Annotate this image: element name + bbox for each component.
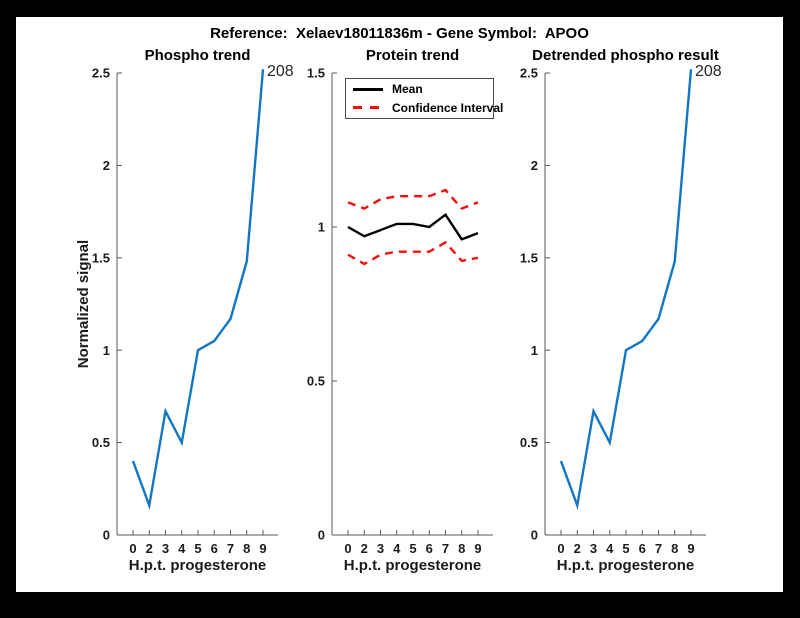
point-annotation: 208: [267, 63, 294, 80]
x-tick-label: 7: [655, 541, 662, 556]
x-tick-label: 7: [442, 541, 449, 556]
y-tick-label: 0.5: [520, 435, 538, 450]
legend-entry: Confidence Interval: [346, 100, 503, 116]
y-tick-label: 2.5: [92, 66, 110, 81]
series-line-detrended-phospho-signal: [559, 69, 693, 511]
legend-entry-label: Mean: [392, 82, 423, 97]
x-tick-label: 9: [474, 541, 481, 556]
y-tick-label: 0: [318, 528, 325, 543]
series-line-confidence-interval: [347, 240, 479, 266]
legend-entry: Mean: [346, 81, 493, 97]
y-tick-label: 2: [531, 158, 538, 173]
point-annotation: 208: [695, 63, 722, 80]
x-tick-label: 0: [557, 541, 564, 556]
x-tick-label: 5: [622, 541, 629, 556]
plot-title-detrended-phospho: Detrended phospho result: [532, 47, 719, 64]
x-tick-label: 5: [409, 541, 416, 556]
x-tick-label: 3: [590, 541, 597, 556]
y-tick-label: 2.5: [520, 66, 538, 81]
figure-canvas: Reference: Xelaev18011836m - Gene Symbol…: [16, 17, 783, 592]
x-tick-label: 6: [211, 541, 218, 556]
y-tick-label: 0.5: [307, 374, 325, 389]
x-tick-label: 3: [162, 541, 169, 556]
axes-lines: [544, 73, 706, 536]
axes-lines: [116, 73, 278, 536]
y-tick-label: 1.5: [520, 250, 538, 265]
y-tick-label: 1.5: [307, 66, 325, 81]
y-tick-label: 1.5: [92, 250, 110, 265]
x-tick-label: 4: [393, 541, 401, 556]
legend-solid-line-sample: [353, 87, 383, 91]
y-tick-label: 1: [318, 220, 325, 235]
x-tick-label: 4: [178, 541, 186, 556]
x-tick-label: 0: [344, 541, 351, 556]
y-tick-label: 0: [103, 528, 110, 543]
plot-area-1: 00.511.50 2 3 4 5 6 7 8 9: [307, 66, 493, 556]
series-line-confidence-interval: [347, 188, 479, 210]
x-axis-label-left: H.p.t. progesterone: [128, 557, 267, 574]
x-axis-label-middle: H.p.t. progesterone: [343, 557, 482, 574]
plot-title-phospho-trend: Phospho trend: [144, 47, 251, 64]
x-tick-label: 0: [129, 541, 136, 556]
x-tick-label: 2: [146, 541, 153, 556]
plot-title-protein-trend: Protein trend: [365, 47, 460, 64]
x-tick-label: 8: [458, 541, 465, 556]
series-line-mean: [347, 212, 479, 241]
y-tick-label: 0: [531, 528, 538, 543]
x-axis-label-right: H.p.t. progesterone: [556, 557, 695, 574]
x-tick-label: 2: [361, 541, 368, 556]
axes-lines: [331, 73, 493, 536]
legend-dashed-line-sample: [353, 106, 383, 110]
x-tick-label: 4: [606, 541, 614, 556]
x-tick-label: 8: [243, 541, 250, 556]
legend: Mean Confidence Interval: [345, 78, 503, 119]
y-tick-label: 2: [103, 158, 110, 173]
y-tick-label: 0.5: [92, 435, 110, 450]
x-tick-label: 9: [259, 541, 266, 556]
x-tick-label: 2: [574, 541, 581, 556]
legend-entry-label: Confidence Interval: [392, 100, 504, 115]
x-tick-label: 5: [194, 541, 201, 556]
x-tick-label: 3: [377, 541, 384, 556]
y-tick-label: 1: [531, 343, 538, 358]
x-tick-label: 8: [671, 541, 678, 556]
x-tick-label: 9: [687, 541, 694, 556]
y-tick-label: 1: [103, 343, 110, 358]
x-tick-label: 6: [639, 541, 646, 556]
figure-title: Reference: Xelaev18011836m - Gene Symbol…: [210, 25, 589, 42]
x-tick-label: 7: [227, 541, 234, 556]
series-line-phospho-signal: [131, 69, 265, 511]
x-tick-label: 6: [426, 541, 433, 556]
